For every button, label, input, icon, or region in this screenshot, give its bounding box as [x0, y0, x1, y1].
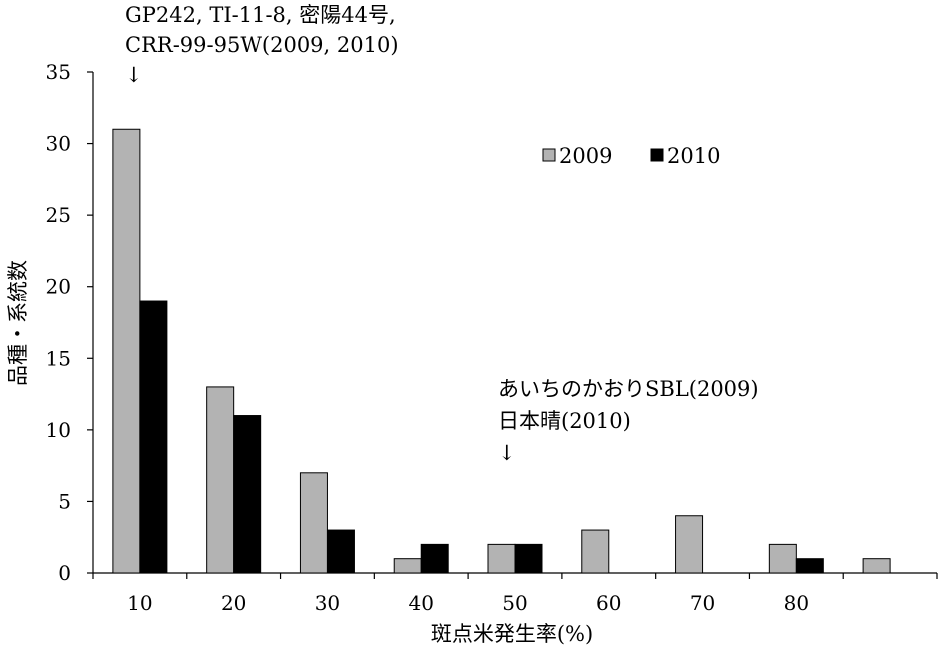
x-tick-label-10: 10: [127, 591, 152, 615]
x-tick-label-80: 80: [784, 591, 809, 615]
bar-2009-cat-3: [393, 558, 422, 574]
legend-label-2010: 2010: [667, 144, 720, 168]
x-axis-title: 斑点米発生率(%): [431, 622, 593, 646]
y-tick-label-30: 30: [46, 132, 71, 156]
y-tick-label-20: 20: [46, 275, 71, 299]
bar-2010-cat-3: [420, 543, 449, 574]
x-tick-label-70: 70: [690, 591, 715, 615]
x-tick-label-30: 30: [315, 591, 340, 615]
x-tick-label-40: 40: [408, 591, 433, 615]
annotation-1-arrow: ↓: [125, 63, 143, 87]
y-tick-label-15: 15: [46, 346, 71, 370]
plot-area: 0 5 10 15 20 25 30 35 10 20 30 40 50 60 70 80: [46, 60, 938, 615]
annotation-1-line-1: GP242, TI-11-8, 密陽44号,: [125, 3, 396, 27]
bar-2009-cat-6: [675, 515, 704, 574]
bar-2010-cat-4: [514, 543, 543, 574]
y-tick-label-5: 5: [58, 489, 71, 513]
x-tick-label-50: 50: [502, 591, 527, 615]
x-tick-label-60: 60: [596, 591, 621, 615]
legend-label-2009: 2009: [559, 144, 612, 168]
bar-2010-cat-0: [139, 300, 168, 574]
legend: 2009 2010: [542, 144, 720, 168]
bar-2009-cat-0: [112, 128, 141, 574]
y-tick-label-35: 35: [46, 60, 71, 84]
legend-swatch-2010: [650, 148, 664, 162]
annotation-1-line-2: CRR-99-95W(2009, 2010): [125, 33, 399, 57]
bar-2009-cat-8: [862, 558, 891, 574]
y-axis-title: 品種・系統数: [6, 260, 30, 386]
bar-2009-cat-7: [768, 543, 797, 574]
annotation-2-line-1: あいちのかおりSBL(2009): [498, 377, 759, 401]
bar-2009-cat-5: [581, 529, 610, 574]
bar-2009-cat-1: [206, 386, 235, 574]
bar-2009-cat-4: [487, 543, 516, 574]
y-tick-label-10: 10: [46, 418, 71, 442]
bar-2010-cat-1: [233, 415, 262, 574]
annotation-2-line-2: 日本晴(2010): [498, 409, 631, 433]
bar-2010-cat-7: [795, 558, 824, 574]
x-tick-label-20: 20: [221, 591, 246, 615]
y-tick-label-0: 0: [58, 561, 71, 585]
bar-2009-cat-2: [299, 472, 328, 574]
legend-swatch-2009: [542, 148, 556, 162]
y-tick-label-25: 25: [46, 203, 71, 227]
annotation-2-arrow: ↓: [498, 441, 516, 465]
bar-2010-cat-2: [326, 529, 355, 574]
